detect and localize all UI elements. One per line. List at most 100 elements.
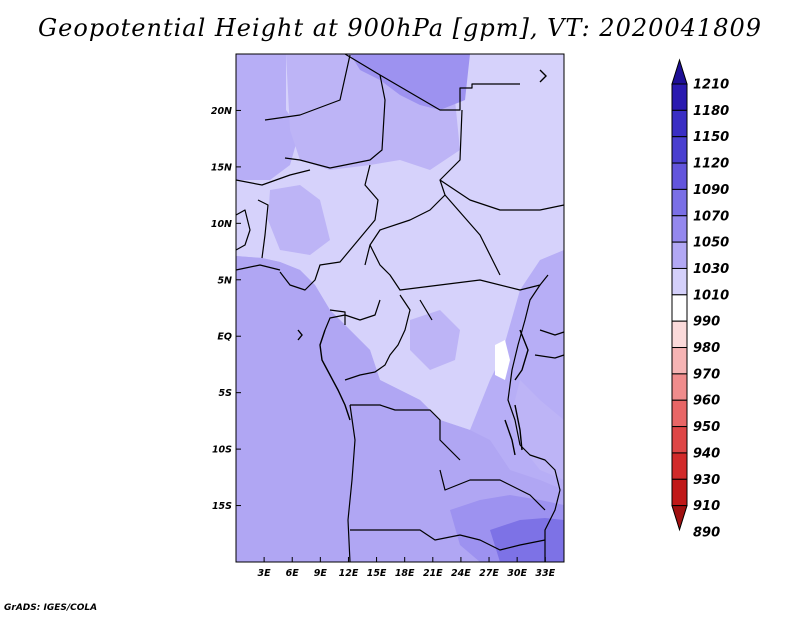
field-region-darker-top: [350, 54, 470, 110]
border-path: [534, 354, 565, 359]
border-path: [419, 299, 433, 321]
border-path: [235, 264, 281, 271]
colorbar-label: 910: [693, 499, 720, 514]
colorbar-swatch: [671, 426, 688, 454]
lat-tick-label: 15N: [211, 162, 232, 173]
coastline-path: [539, 69, 547, 83]
lon-tick-label: 21E: [423, 568, 443, 579]
lat-tick-label: 10S: [212, 445, 232, 456]
latitude-axis: 20N 15N 10N 5N EQ 5S 10S 15S: [211, 106, 241, 512]
colorbar-swatch: [671, 215, 688, 243]
lat-tick-label: 20N: [211, 106, 232, 117]
field-region-central-patch: [410, 310, 460, 370]
colorbar-label: 1070: [693, 209, 729, 224]
colorbar-swatch: [671, 399, 688, 428]
colorbar-label: 1090: [693, 183, 729, 198]
border-path: [257, 199, 269, 259]
colorbar-label: 990: [693, 315, 720, 330]
field-region-west-patch: [268, 185, 330, 255]
colorbar-swatch: [671, 347, 688, 375]
lon-tick-label: 27E: [479, 568, 499, 579]
coastline-path: [514, 329, 529, 381]
colorbar-label: 930: [693, 473, 720, 488]
border-path: [507, 284, 541, 446]
colorbar-label: 1180: [693, 104, 729, 119]
border-path: [369, 244, 549, 291]
border-path: [284, 74, 386, 169]
field-region-white-lake: [495, 340, 510, 380]
border-path: [350, 404, 461, 461]
colorbar-swatch: [671, 267, 688, 296]
border-path: [235, 209, 251, 251]
border-path: [329, 309, 346, 325]
coastline-path: [514, 404, 523, 451]
border-path: [279, 164, 379, 291]
chart-title: Geopotential Height at 900hPa [gpm], VT:…: [38, 14, 762, 42]
colorbar-label: 960: [693, 394, 720, 409]
border-path: [264, 54, 351, 121]
field-region-east: [510, 380, 564, 480]
lon-tick-label: 30E: [507, 568, 527, 579]
colorbar-swatch: [671, 83, 688, 111]
colorbar-swatch: [671, 320, 688, 349]
colorbar-swatch: [671, 188, 688, 217]
colorbar-label: 940: [693, 446, 720, 461]
border-path: [519, 444, 561, 562]
colorbar-swatch: [671, 452, 688, 480]
border-path: [235, 169, 311, 186]
colorbar-label: 1050: [693, 236, 729, 251]
lat-tick-label: 10N: [211, 219, 232, 230]
field-region-west: [236, 256, 564, 562]
colorbar-label: 1150: [693, 130, 729, 145]
coastline-path: [297, 329, 303, 341]
colorbar-swatch: [671, 136, 688, 164]
colorbar-label: 1030: [693, 262, 729, 277]
map-frame: [235, 53, 565, 563]
longitude-axis: 3E 6E 9E 12E 15E 18E 21E 24E 27E 30E 33E: [258, 557, 556, 579]
colorbar-swatch: [671, 478, 688, 507]
lat-tick-label: 5N: [217, 275, 232, 286]
coastlines: [297, 69, 547, 456]
colorbar-swatch: [671, 162, 688, 190]
border-path: [344, 294, 411, 381]
lon-tick-label: 18E: [395, 568, 415, 579]
colorbar-bottom-arrow: [671, 505, 688, 532]
colorbar-label: 890: [693, 526, 720, 541]
colorbar-label: 1010: [693, 288, 729, 303]
colorbar-swatch: [671, 109, 688, 138]
country-borders: [235, 53, 565, 563]
colorbar-top-arrow: [671, 58, 688, 85]
border-path: [324, 299, 381, 331]
lon-tick-label: 33E: [535, 568, 555, 579]
colorbar-swatch: [671, 373, 688, 401]
colorbar-label: 980: [693, 341, 720, 356]
lat-tick-label: EQ: [217, 332, 232, 343]
lon-tick-label: 6E: [286, 568, 300, 579]
credit-label: GrADS: IGES/COLA: [4, 603, 98, 613]
colorbar-label: 970: [693, 367, 720, 382]
border-path: [350, 529, 546, 551]
lon-tick-label: 15E: [367, 568, 387, 579]
border-path: [344, 53, 520, 111]
border-path: [444, 194, 501, 276]
border-path: [539, 329, 565, 336]
border-path: [439, 469, 546, 511]
border-path: [439, 179, 565, 211]
lat-tick-label: 15S: [212, 501, 232, 512]
lon-tick-label: 9E: [314, 568, 328, 579]
colorbar: 1210 1180 1150 1120 1090 1070 1050 1030 1010 990 9…: [671, 58, 729, 541]
lat-tick-label: 5S: [219, 388, 233, 399]
lon-tick-label: 24E: [451, 568, 471, 579]
border-path: [364, 109, 463, 266]
lon-tick-label: 12E: [339, 568, 359, 579]
colorbar-swatch: [671, 294, 688, 322]
field-region-mid-north: [286, 54, 460, 170]
colorbar-label: 1120: [693, 157, 729, 172]
border-path: [347, 404, 356, 563]
lon-tick-label: 3E: [258, 568, 272, 579]
coastline-path: [319, 329, 351, 421]
colorbar-swatch: [671, 241, 688, 269]
colorbar-label: 1210: [693, 78, 729, 93]
colorbar-label: 950: [693, 420, 720, 435]
